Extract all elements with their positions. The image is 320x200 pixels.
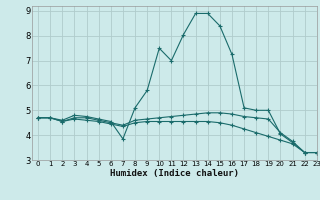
X-axis label: Humidex (Indice chaleur): Humidex (Indice chaleur) [110,169,239,178]
